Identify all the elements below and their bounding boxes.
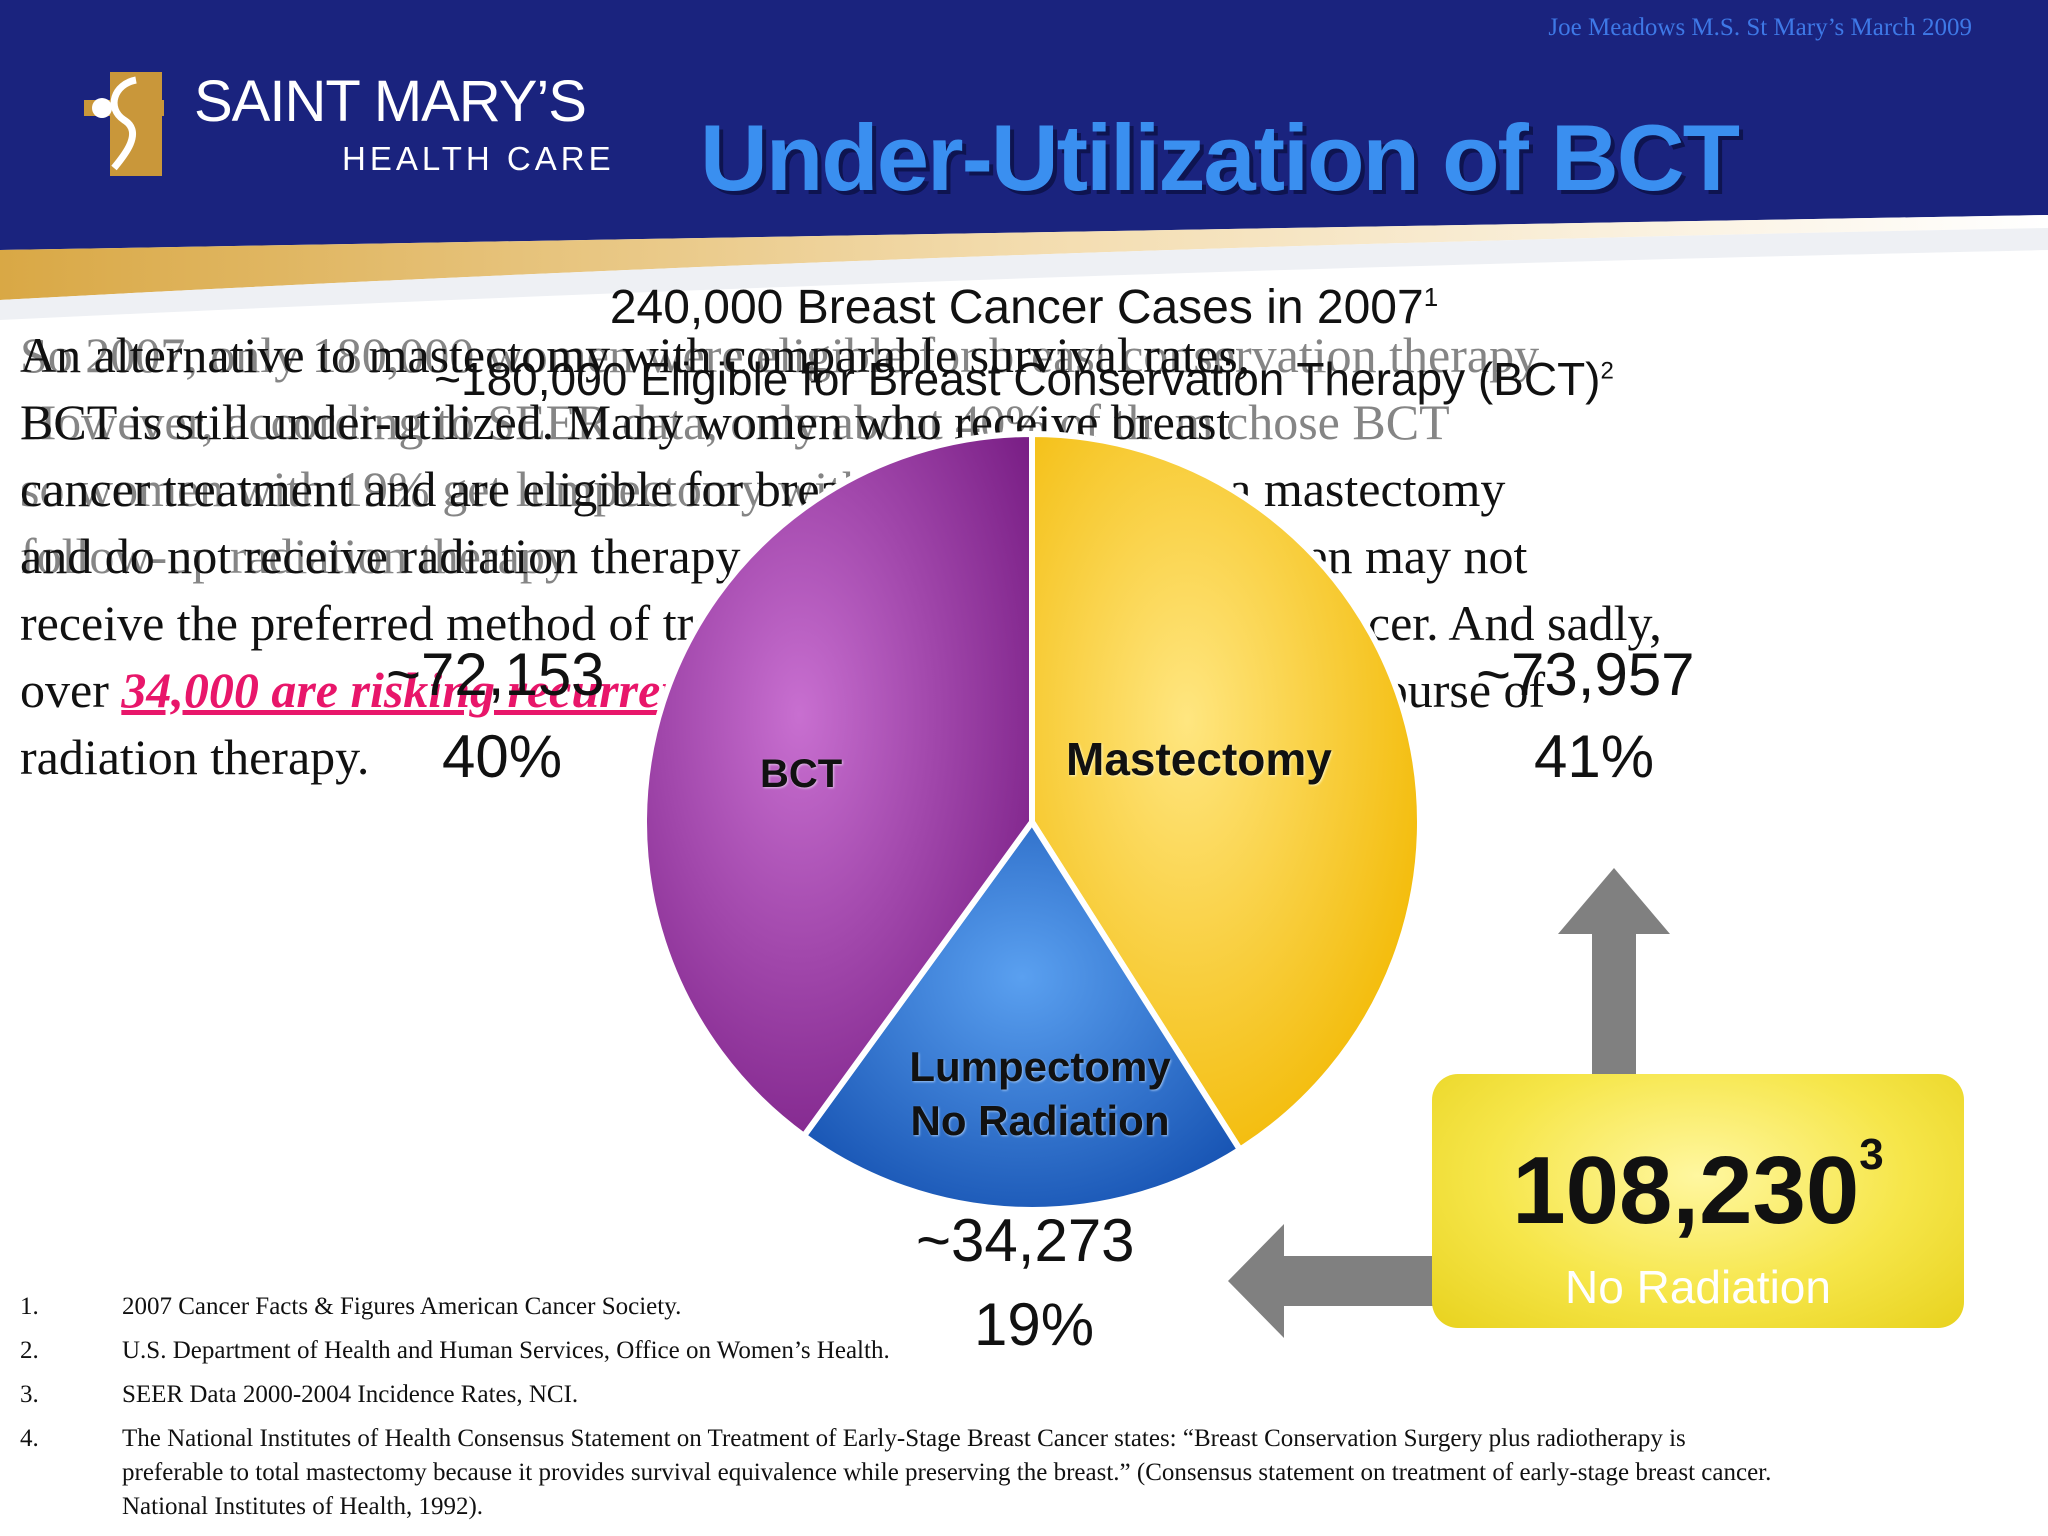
chart-title-text: 240,000 Breast Cancer Cases in 2007 bbox=[609, 281, 1424, 334]
percent-label-lumpectomy: 19% bbox=[974, 1291, 1095, 1358]
slice-label-lumpectomy: Lumpectomy No Radiation bbox=[909, 1043, 1171, 1144]
value-label-mastectomy: ~73,957 bbox=[1476, 641, 1695, 708]
footnote-item: 1. 2007 Cancer Facts & Figures American C… bbox=[20, 1290, 1780, 1324]
chart-subtitle-footnote-ref: 2 bbox=[1600, 357, 1614, 385]
logo-mark-icon bbox=[84, 72, 164, 176]
author-credit: Joe Meadows M.S. St Mary’s March 2009 bbox=[1548, 14, 1972, 41]
no-radiation-callout: 108,2303 No Radiation bbox=[1432, 1074, 1964, 1328]
body-line: An alternative to mastectomy with compar… bbox=[20, 327, 1251, 383]
footnote-item: 3. SEER Data 2000-2004 Incidence Rates, N… bbox=[20, 1378, 1780, 1412]
footnote-text: U.S. Department of Health and Human Serv… bbox=[122, 1337, 890, 1364]
callout-number: 108,230 bbox=[1512, 1137, 1860, 1244]
footnote-number: 4. bbox=[20, 1425, 39, 1452]
value-label-lumpectomy: ~34,273 bbox=[916, 1207, 1135, 1274]
overlay-line: However, according to SEER data, only ab… bbox=[20, 394, 1450, 450]
chart-subtitle-text: ~180,000 Eligible for Breast Conservatio… bbox=[434, 353, 1601, 405]
recurrence-link[interactable]: 34,000 are risking recurrence bbox=[121, 662, 733, 718]
arrow-up-icon bbox=[1558, 868, 1670, 1076]
overlay-line: follow-up radiation therapy bbox=[20, 528, 570, 584]
footnote-item: 4. The National Institutes of Health Cons… bbox=[20, 1422, 1780, 1524]
pie-slice-lumpectomy bbox=[799, 816, 1245, 1213]
chart-title-footnote-ref: 1 bbox=[1423, 282, 1439, 312]
pie-slice-bct bbox=[641, 430, 1035, 1141]
header-banner bbox=[0, 0, 2048, 330]
percent-label-bct: 40% bbox=[442, 723, 563, 790]
footnote-number: 3. bbox=[20, 1381, 39, 1408]
logo-subtitle: HEALTH CARE bbox=[342, 140, 615, 177]
footnotes: 1. 2007 Cancer Facts & Figures American C… bbox=[20, 1290, 1780, 1534]
callout-value: 108,2303 bbox=[1432, 1130, 1964, 1246]
value-label-bct: ~72,153 bbox=[386, 641, 605, 708]
body-line: radiation therapy. bbox=[20, 729, 370, 785]
percent-label-mastectomy: 41% bbox=[1534, 723, 1655, 790]
callout-footnote-ref: 3 bbox=[1859, 1130, 1884, 1179]
overlay-line: So 2007, only 180,000 women were eligibl… bbox=[20, 327, 1540, 383]
slice-label-mastectomy: Mastectomy bbox=[1066, 733, 1332, 785]
logo-name: SAINT MARY’S bbox=[194, 69, 587, 134]
footnote-text: The National Institutes of Health Consen… bbox=[122, 1425, 1772, 1520]
chart-subtitle: ~180,000 Eligible for Breast Conservatio… bbox=[0, 352, 2048, 406]
callout-label: No Radiation bbox=[1565, 1261, 1831, 1313]
footnote-item: 2. U.S. Department of Health and Human Se… bbox=[20, 1334, 1780, 1368]
chart-title: 240,000 Breast Cancer Cases in 20071 bbox=[0, 280, 2048, 335]
footnote-number: 1. bbox=[20, 1293, 39, 1320]
slide-title: Under-Utilization of BCT bbox=[700, 105, 1740, 210]
footnote-text: SEER Data 2000-2004 Incidence Rates, NCI… bbox=[122, 1381, 579, 1408]
arrow-left-icon bbox=[1228, 1224, 1440, 1338]
footnote-text: 2007 Cancer Facts & Figures American Can… bbox=[122, 1293, 682, 1320]
saint-marys-logo: SAINT MARY’S HEALTH CARE bbox=[84, 62, 624, 182]
body-text-span: over bbox=[20, 662, 109, 718]
footnote-number: 2. bbox=[20, 1337, 39, 1364]
slice-label-bct: BCT bbox=[760, 752, 843, 796]
